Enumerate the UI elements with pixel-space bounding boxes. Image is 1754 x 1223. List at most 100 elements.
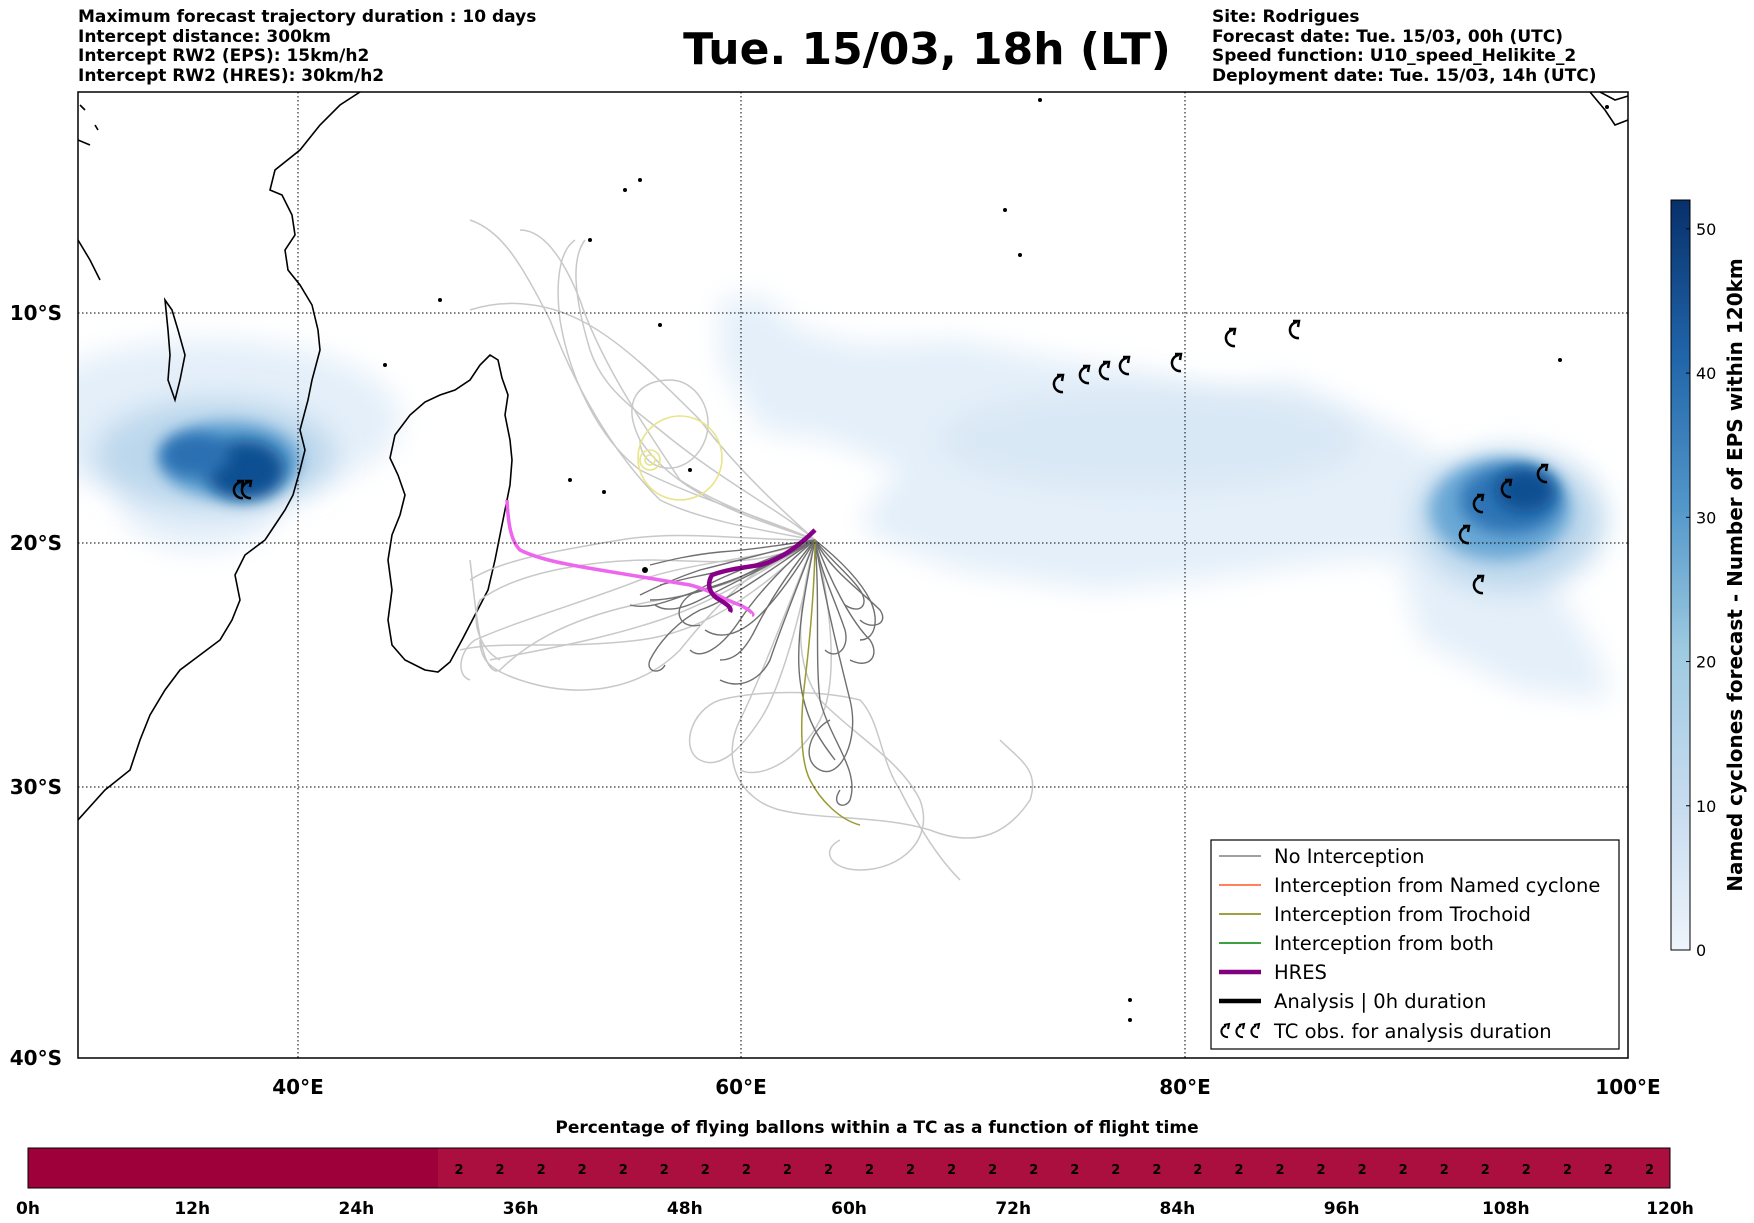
header-left-line: Maximum forecast trajectory duration : 1…	[78, 7, 537, 27]
colorbar-tick-label: 10	[1696, 797, 1716, 816]
colorbar-tick-label: 20	[1696, 653, 1716, 672]
strip-cell-value: 2	[1193, 1163, 1202, 1178]
header-left-line: Intercept RW2 (EPS): 15km/h2	[78, 46, 370, 66]
strip-cell-value: 2	[701, 1163, 710, 1178]
map-title: Tue. 15/03, 18h (LT)	[683, 24, 1171, 75]
strip-cell-value: 2	[742, 1163, 751, 1178]
strip-cell-value: 2	[1645, 1163, 1654, 1178]
colorbar-tick-label: 30	[1696, 508, 1716, 527]
legend-label: Interception from Named cyclone	[1274, 874, 1600, 897]
strip-cell-value: 2	[496, 1163, 505, 1178]
tc-obs-markers	[232, 319, 1549, 595]
strip-cell-value: 2	[1234, 1163, 1243, 1178]
tc-obs-marker	[1170, 352, 1183, 373]
strip-time-label: 108h	[1482, 1199, 1530, 1219]
strip-cell-value: 2	[1358, 1163, 1367, 1178]
colorbar-ticks: 0 10 20 30 40 50	[1686, 220, 1716, 960]
lat-ticks: 10°S 20°S 30°S 40°S	[10, 301, 62, 1070]
strip-cells: 2 2 2 2 2 2 2 2 2 2 2 2 2 2 2 2 2 2 2 2 2 2 2 2 2 2 2 2 2 2	[455, 1163, 1654, 1178]
strip-cell-value: 2	[660, 1163, 669, 1178]
cyclone-density-west	[78, 340, 400, 550]
lon-tick-label: 100°E	[1595, 1075, 1660, 1099]
tc-obs-marker	[1118, 355, 1131, 376]
malawi-lake	[163, 297, 186, 403]
tc-obs-marker	[1078, 364, 1091, 385]
header-left: Maximum forecast trajectory duration : 1…	[78, 7, 537, 86]
strip-time-label: 24h	[339, 1199, 375, 1219]
lon-tick-label: 40°E	[272, 1075, 324, 1099]
lon-ticks: 40°E 60°E 80°E 100°E	[272, 1075, 1660, 1099]
strip-cell-value: 2	[578, 1163, 587, 1178]
legend-label: HRES	[1274, 961, 1327, 984]
tc-obs-marker	[1472, 574, 1485, 595]
hres-track-extended	[505, 499, 755, 617]
colorbar-tick-label: 40	[1696, 364, 1716, 383]
header-left-line: Intercept RW2 (HRES): 30km/h2	[78, 65, 385, 86]
strip-cell-value: 2	[1070, 1163, 1079, 1178]
strip-time-label: 48h	[667, 1199, 703, 1219]
strip-cell-value: 2	[1111, 1163, 1120, 1178]
colorbar: 0 10 20 30 40 50 Named cyclones forecast - Nu…	[1670, 199, 1747, 960]
strip-cell-value: 2	[1481, 1163, 1490, 1178]
ne-corner	[1589, 92, 1628, 126]
strip-cell-value: 2	[1317, 1163, 1326, 1178]
strip-cell-value: 2	[1399, 1163, 1408, 1178]
strip-cell-value: 2	[906, 1163, 915, 1178]
tc-obs-marker	[1472, 493, 1485, 514]
strip-cell-value: 2	[947, 1163, 956, 1178]
colorbar-label: Named cyclones forecast - Number of EPS …	[1723, 258, 1747, 892]
trochoid-interception-track	[801, 539, 861, 826]
colorbar-tick-label: 0	[1696, 941, 1706, 960]
hres-track	[707, 528, 817, 614]
east-coast-edge	[78, 239, 101, 281]
lat-tick-label: 30°S	[10, 775, 62, 799]
legend-label: TC obs. for analysis duration	[1273, 1020, 1552, 1043]
map-frame	[77, 91, 1629, 1059]
strip-time-label: 84h	[1160, 1199, 1196, 1219]
strip-time-label: 96h	[1324, 1199, 1360, 1219]
tc-obs-marker	[1098, 360, 1111, 381]
header-right-line: Forecast date: Tue. 15/03, 00h (UTC)	[1212, 26, 1563, 47]
strip-time-labels: 0h 12h 24h 36h 48h 60h 72h 84h 96h 108h 120h	[16, 1199, 1694, 1219]
strip-time-label: 0h	[16, 1199, 40, 1219]
strip-time-label: 72h	[995, 1199, 1031, 1219]
tc-obs-marker	[1536, 463, 1549, 484]
strip-cell-value: 2	[1029, 1163, 1038, 1178]
legend-label: Interception from Trochoid	[1274, 903, 1531, 926]
header-right-line: Deployment date: Tue. 15/03, 14h (UTC)	[1212, 65, 1597, 86]
strip-time-label: 60h	[831, 1199, 867, 1219]
strip-time-label: 120h	[1646, 1199, 1694, 1219]
strip-cell-value: 2	[988, 1163, 997, 1178]
tc-obs-marker	[1224, 327, 1237, 348]
strip-low-segment	[438, 1148, 1670, 1188]
strip-cell-value: 2	[1440, 1163, 1449, 1178]
islands	[383, 98, 1609, 1022]
legend-box	[1210, 839, 1620, 1050]
tc-obs-marker	[240, 479, 253, 500]
lat-tick-label: 40°S	[10, 1046, 62, 1070]
strip-cell-value: 2	[865, 1163, 874, 1178]
header-right-line: Speed function: U10_speed_Helikite_2	[1212, 46, 1577, 66]
strip-cell-value: 2	[1563, 1163, 1572, 1178]
tc-obs-marker	[1052, 373, 1065, 394]
strip-title: Percentage of flying ballons within a TC…	[555, 1118, 1199, 1138]
trochoid-loop	[637, 415, 723, 501]
header-right-line: Site: Rodrigues	[1212, 7, 1360, 27]
lat-tick-label: 10°S	[10, 301, 62, 325]
strip-cell-value: 2	[824, 1163, 833, 1178]
strip-zero-segment	[28, 1148, 438, 1188]
strip-frame	[27, 1147, 1671, 1189]
strip-cell-value: 2	[619, 1163, 628, 1178]
header-right: Site: Rodrigues Forecast date: Tue. 15/0…	[1212, 7, 1597, 86]
lat-tick-label: 20°S	[10, 531, 62, 555]
ne-corner-2	[1599, 92, 1628, 101]
tc-obs-icon	[1220, 1022, 1261, 1039]
colorbar-tick-label: 50	[1696, 220, 1716, 239]
africa-coast	[78, 92, 361, 821]
legend-label: Analysis | 0h duration	[1274, 990, 1486, 1013]
legend: No Interception Interception from Named …	[1210, 839, 1620, 1050]
strip-cell-value: 2	[1522, 1163, 1531, 1178]
tc-obs-marker	[1500, 478, 1513, 499]
strip-time-label: 36h	[503, 1199, 539, 1219]
